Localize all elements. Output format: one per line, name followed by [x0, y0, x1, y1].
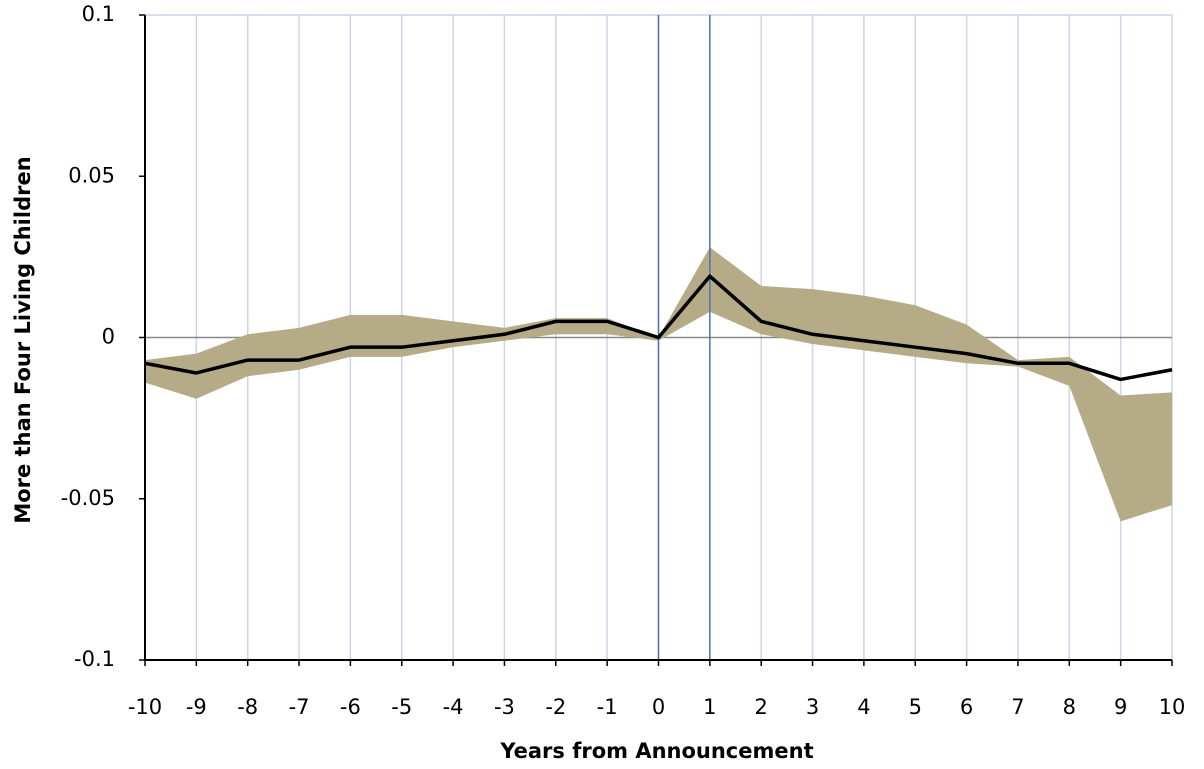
x-tick-label: 6	[960, 695, 973, 719]
x-tick-label: 9	[1114, 695, 1127, 719]
x-tick-label: -8	[237, 695, 258, 719]
x-tick-label: -6	[340, 695, 361, 719]
x-tick-label: -3	[494, 695, 515, 719]
y-tick-label: -0.1	[74, 647, 115, 671]
y-tick-label: -0.05	[61, 486, 115, 510]
x-tick-label: 7	[1011, 695, 1024, 719]
x-tick-label: -7	[289, 695, 310, 719]
x-tick-label: -9	[186, 695, 207, 719]
confidence-band	[145, 247, 1172, 522]
x-tick-label: 8	[1063, 695, 1076, 719]
y-tick-label: 0.05	[68, 163, 115, 187]
x-tick-label: -2	[545, 695, 566, 719]
x-tick-label: -1	[597, 695, 618, 719]
y-tick-label: 0.1	[82, 2, 115, 26]
y-axis-title: More than Four Living Children	[11, 156, 35, 523]
x-tick-label: 0	[652, 695, 665, 719]
x-tick-label: 10	[1159, 695, 1186, 719]
y-tick-label: 0	[102, 325, 115, 349]
x-tick-label: -10	[128, 695, 162, 719]
line	[144, 274, 1173, 382]
x-tick-label: 5	[909, 695, 922, 719]
x-tick-label: -4	[443, 695, 464, 719]
x-tick-label: 1	[703, 695, 716, 719]
x-tick-label: 3	[806, 695, 819, 719]
x-tick-label: -5	[391, 695, 412, 719]
x-tick-label: 2	[755, 695, 768, 719]
x-axis-title: Years from Announcement	[499, 739, 813, 763]
x-tick-label: 4	[857, 695, 870, 719]
